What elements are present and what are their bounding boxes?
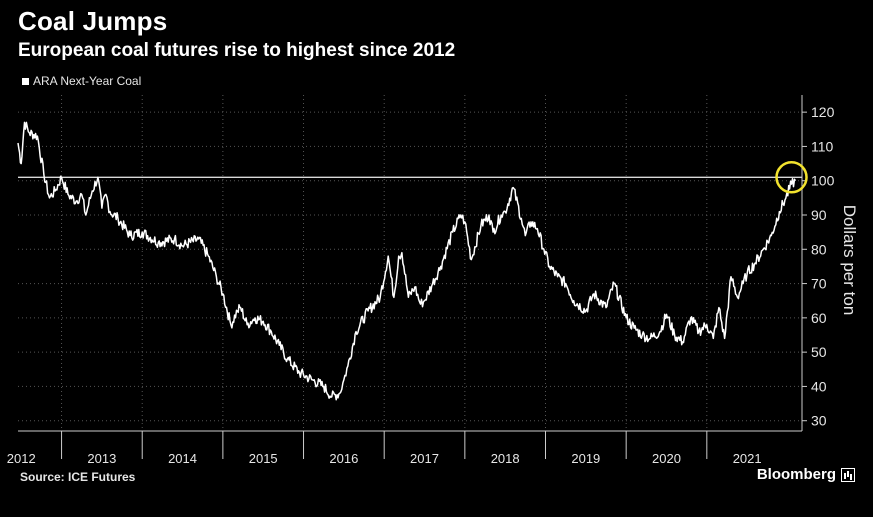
y-tick-label: 80 <box>811 241 827 257</box>
x-tick-label: 2014 <box>168 451 197 466</box>
legend-swatch <box>22 77 29 85</box>
chart-subtitle: European coal futures rise to highest si… <box>18 40 456 61</box>
x-tick-label: 2017 <box>410 451 439 466</box>
y-tick-label: 60 <box>811 310 827 326</box>
x-tick-label: 2019 <box>571 451 600 466</box>
series-line-ara-next-year-coal <box>17 121 797 401</box>
chart-legend: ARA Next-Year Coal <box>22 74 141 88</box>
chart-title: Coal Jumps <box>18 6 168 36</box>
legend-label: ARA Next-Year Coal <box>33 74 142 88</box>
y-tick-label: 30 <box>811 413 827 429</box>
y-axis-label: Dollars per ton <box>840 205 859 316</box>
highlight-circle <box>775 161 808 194</box>
bar-chart-icon <box>841 467 855 482</box>
y-tick-label: 40 <box>811 378 827 394</box>
y-tick-label: 70 <box>811 276 827 292</box>
source-note: Source: ICE Futures <box>20 470 136 484</box>
y-tick-label: 120 <box>811 104 835 120</box>
brand-name: Bloomberg <box>756 466 836 483</box>
x-tick-label: 2021 <box>733 451 762 466</box>
bloomberg-logo: Bloomberg <box>757 466 855 483</box>
y-tick-label: 100 <box>811 173 835 189</box>
y-tick-label: 110 <box>811 138 834 154</box>
x-tick-label: 2018 <box>491 451 520 466</box>
x-tick-label: 2016 <box>329 451 358 466</box>
x-tick-label: 2012 <box>7 451 36 466</box>
y-tick-label: 50 <box>811 344 827 360</box>
x-tick-label: 2015 <box>249 451 278 466</box>
x-tick-label: 2020 <box>652 451 681 466</box>
y-tick-label: 90 <box>811 207 827 223</box>
x-tick-label: 2013 <box>87 451 116 466</box>
